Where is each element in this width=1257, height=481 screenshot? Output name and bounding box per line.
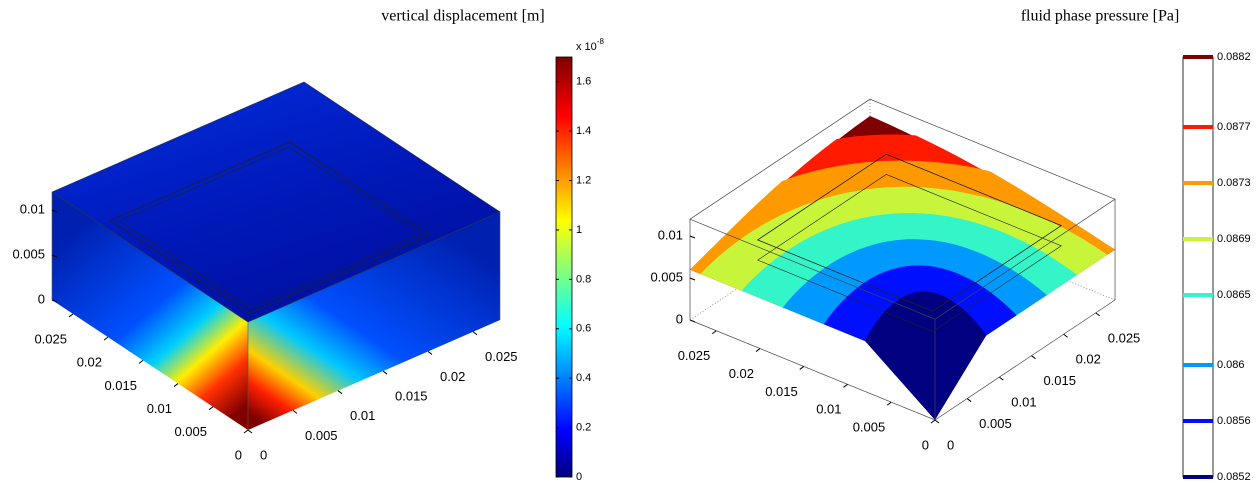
z-tick-label: 0.005 [12, 246, 45, 261]
z-tick-label: 0 [676, 311, 683, 326]
z-tick [51, 254, 58, 258]
z-tick [689, 235, 696, 239]
x-tick-label: 0.01 [350, 408, 375, 423]
box-edge [689, 98, 1116, 320]
y-tick [711, 330, 717, 335]
side-face [52, 192, 248, 430]
y-tick-label: 0.005 [174, 424, 207, 439]
colorbar-tick-label: 0.4 [576, 372, 591, 384]
y-tick [843, 383, 848, 388]
y-tick-label: 0.025 [34, 331, 67, 346]
y-tick [173, 383, 179, 387]
y-tick [930, 419, 936, 424]
colorbar-tick-label: 0.086 [1217, 359, 1245, 371]
colorbar-tick-label: 1.6 [576, 76, 591, 88]
y-tick [755, 348, 761, 352]
x-tick-label: 0.025 [1108, 330, 1141, 345]
x-tick [247, 429, 253, 434]
colorbar-tick-label: 1.4 [576, 125, 591, 137]
z-tick [689, 277, 696, 281]
colorbar-tick-label: 0.8 [576, 273, 591, 285]
colorbar [555, 56, 573, 478]
y-tick-label: 0.015 [104, 378, 137, 393]
y-tick [138, 359, 144, 364]
y-tick-label: 0.005 [853, 420, 886, 435]
y-tick-label: 0 [235, 447, 242, 462]
y-tick-label: 0.02 [729, 366, 754, 381]
colorbar-multiplier: x 10-8 [576, 37, 604, 53]
x-tick [934, 419, 940, 424]
x-tick-label: 0 [947, 437, 954, 452]
colorbar-tick-label: 0.0882 [1217, 51, 1251, 63]
x-tick [337, 390, 343, 395]
top-face [51, 81, 501, 323]
z-tick-label: 0.01 [20, 201, 45, 216]
y-tick [103, 336, 109, 341]
y-tick [208, 406, 214, 411]
x-tick-label: 0.005 [979, 416, 1012, 431]
y-tick-label: 0.01 [147, 401, 172, 416]
x-tick [1031, 355, 1036, 360]
z-tick-label: 0 [38, 291, 45, 306]
y-tick-label: 0 [922, 437, 929, 452]
x-tick-label: 0.025 [485, 349, 518, 364]
x-tick [966, 398, 972, 402]
x-tick [427, 351, 433, 355]
colorbar-tick-label: 0.0869 [1217, 233, 1251, 245]
pressure-band [865, 325, 987, 420]
multiplier-exponent: -8 [597, 37, 605, 46]
x-tick [1063, 333, 1068, 338]
colorbar-tick-label: 1.2 [576, 174, 591, 186]
x-tick [472, 331, 478, 336]
x-tick-label: 0.02 [440, 369, 465, 384]
y-tick-label: 0.01 [816, 402, 841, 417]
inner-domain [118, 146, 422, 309]
x-tick [292, 409, 298, 414]
colorbar-tick-label: 0 [576, 471, 582, 481]
colorbar-tick-label: 0.0877 [1217, 121, 1251, 133]
colorbar-tick-label: 0.2 [576, 421, 591, 433]
side-face [248, 212, 500, 430]
y-tick [886, 401, 892, 406]
chart-title: fluid phase pressure [Pa] [1021, 8, 1180, 25]
colorbar-tick-label: 0.0852 [1217, 471, 1251, 481]
x-tick-label: 0.005 [305, 428, 338, 443]
inner-domain [756, 153, 1063, 312]
z-tick [51, 299, 58, 303]
x-tick [1095, 312, 1101, 317]
x-tick-label: 0.015 [395, 389, 428, 404]
chart-title: vertical displacement [m] [381, 8, 544, 25]
x-tick-label: 0.015 [1043, 373, 1076, 388]
x-tick [998, 376, 1004, 381]
colorbar-tick-label: 0.0873 [1217, 177, 1251, 189]
y-tick-label: 0.015 [765, 384, 798, 399]
x-tick-label: 0 [260, 447, 267, 462]
x-tick-label: 0.01 [1011, 395, 1036, 410]
x-tick-label: 0.02 [1076, 352, 1101, 367]
colorbar-tick-label: 1 [576, 224, 582, 236]
z-tick-label: 0.005 [650, 269, 683, 284]
inner-domain [757, 174, 1062, 332]
colorbar-tick-label: 0.0856 [1217, 415, 1251, 427]
y-tick [68, 313, 74, 318]
z-tick-label: 0.01 [658, 227, 683, 242]
y-tick [243, 429, 249, 434]
colorbar-tick-label: 0.6 [576, 323, 591, 335]
z-tick [51, 209, 58, 213]
y-tick [799, 366, 805, 370]
z-tick [689, 319, 696, 323]
colorbar-tick-label: 0.0865 [1217, 289, 1251, 301]
colorbar [1182, 56, 1214, 478]
inner-domain [109, 141, 431, 314]
multiplier-base: x 10 [576, 41, 597, 53]
x-tick [382, 370, 388, 375]
y-tick-label: 0.025 [678, 348, 711, 363]
y-tick-label: 0.02 [77, 355, 102, 370]
